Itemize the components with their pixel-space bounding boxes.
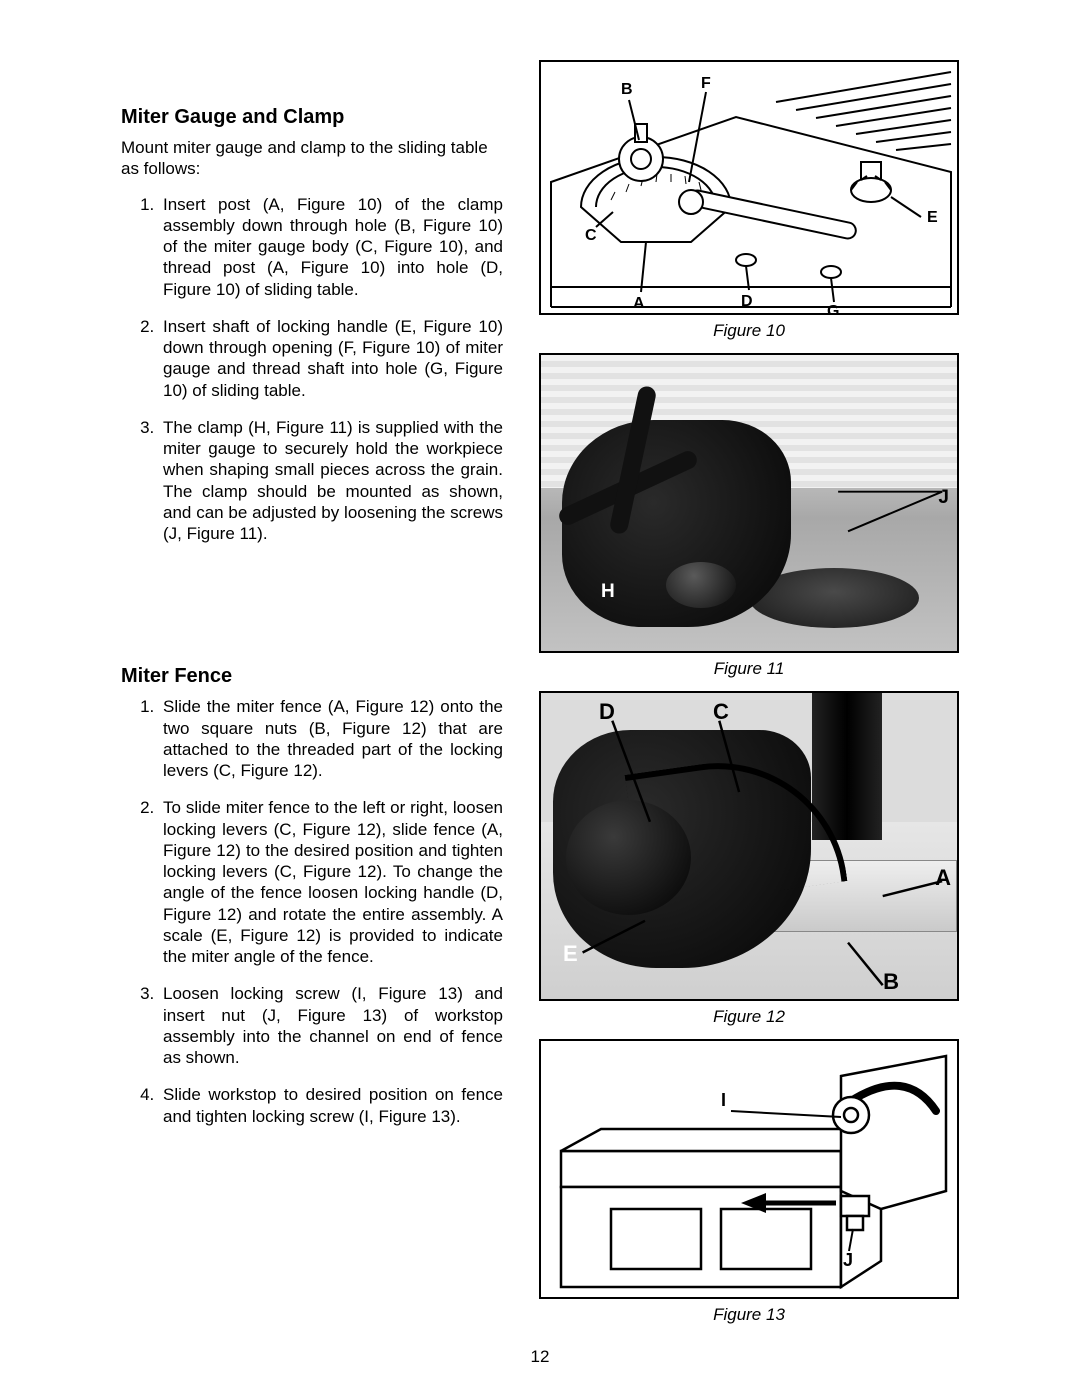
fig10-label-D: D <box>741 293 753 310</box>
fig12-label-B: B <box>883 969 899 995</box>
fig12-label-D: D <box>599 699 615 725</box>
two-column-content: Miter Gauge and Clamp Mount miter gauge … <box>121 60 959 1337</box>
left-column: Miter Gauge and Clamp Mount miter gauge … <box>121 60 503 1337</box>
step-item: Insert post (A, Figure 10) of the clamp … <box>159 194 503 300</box>
fig10-label-G: G <box>827 303 839 315</box>
figure-12-caption: Figure 12 <box>713 1007 785 1027</box>
step-item: Insert shaft of locking handle (E, Figur… <box>159 316 503 401</box>
fig11-label-J: J <box>938 487 949 509</box>
fig12-label-E: E <box>563 941 578 967</box>
fig10-label-F: F <box>701 75 711 92</box>
section1-steps: Insert post (A, Figure 10) of the clamp … <box>121 194 503 561</box>
page-number: 12 <box>121 1347 959 1367</box>
step-item: Slide the miter fence (A, Figure 12) ont… <box>159 696 503 781</box>
fig12-label-A: A <box>935 865 951 891</box>
section-title-miter-gauge: Miter Gauge and Clamp <box>121 106 503 129</box>
figure-10-caption: Figure 10 <box>713 321 785 341</box>
fig10-label-E: E <box>927 209 938 226</box>
section-title-miter-fence: Miter Fence <box>121 665 503 688</box>
fig13-label-J: J <box>843 1250 853 1270</box>
figure-12-block: D C A B E Figure 12 <box>539 691 959 1039</box>
right-column: B F C A D G E Figure 10 <box>539 60 959 1337</box>
figure-11-caption: Figure 11 <box>714 659 785 679</box>
section2-steps: Slide the miter fence (A, Figure 12) ont… <box>121 696 503 1143</box>
figure-10-image: B F C A D G E <box>539 60 959 315</box>
fig12-label-C: C <box>713 699 729 725</box>
step-item: To slide miter fence to the left or righ… <box>159 797 503 967</box>
section1-intro: Mount miter gauge and clamp to the slidi… <box>121 137 503 180</box>
step-item: Loosen locking screw (I, Figure 13) and … <box>159 983 503 1068</box>
figure-13-caption: Figure 13 <box>713 1305 785 1325</box>
fig10-label-A: A <box>633 295 645 312</box>
figure-10-block: B F C A D G E Figure 10 <box>539 60 959 353</box>
fig11-label-H: H <box>601 581 615 603</box>
figure-11-block: H J Figure 11 <box>539 353 959 691</box>
fig13-label-I: I <box>721 1090 726 1110</box>
step-item: The clamp (H, Figure 11) is supplied wit… <box>159 417 503 545</box>
figure-13-image: I J <box>539 1039 959 1299</box>
manual-page: Miter Gauge and Clamp Mount miter gauge … <box>0 0 1080 1397</box>
fig10-label-B: B <box>621 81 633 98</box>
step-item: Slide workstop to desired position on fe… <box>159 1084 503 1127</box>
fig10-label-C: C <box>585 227 597 244</box>
figure-11-image: H J <box>539 353 959 653</box>
figure-12-image: D C A B E <box>539 691 959 1001</box>
figure-13-block: I J Figure 13 <box>539 1039 959 1337</box>
